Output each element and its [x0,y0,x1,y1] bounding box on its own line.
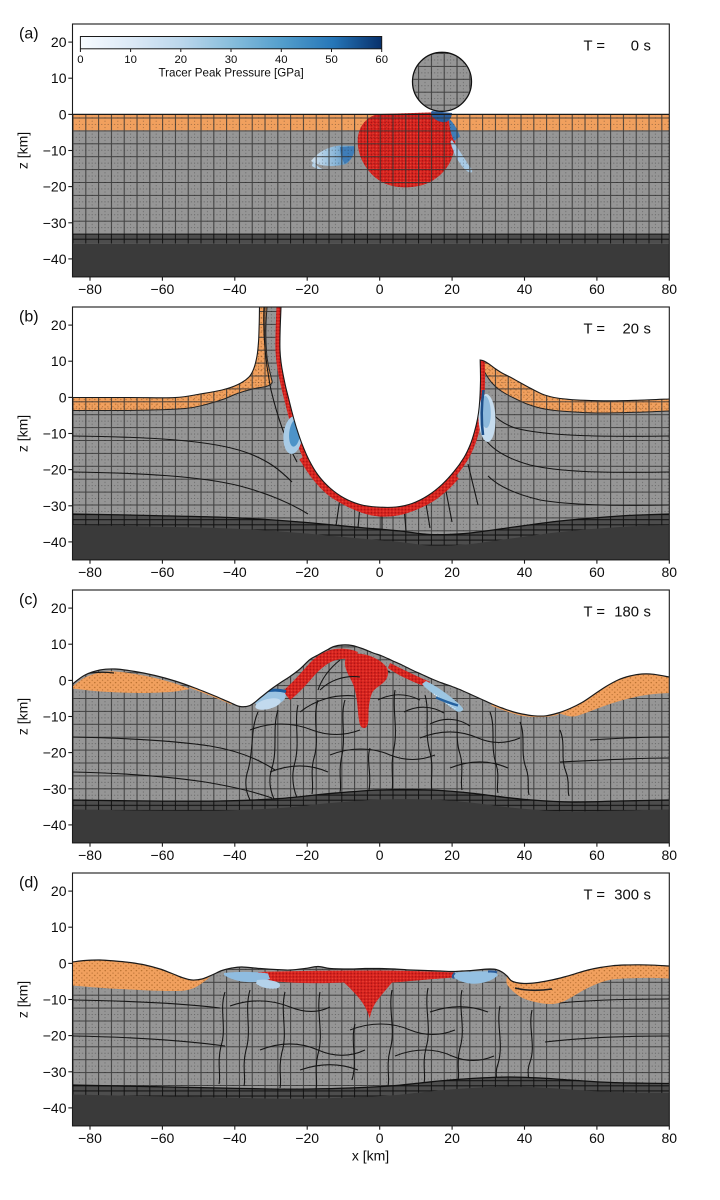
svg-text:40: 40 [517,1130,533,1146]
svg-text:−40: −40 [223,847,247,863]
svg-text:40: 40 [517,564,533,580]
svg-text:T =: T = [584,322,606,338]
svg-text:s: s [644,322,651,338]
svg-text:z [km]: z [km] [15,415,31,452]
svg-text:T =: T = [584,888,606,904]
svg-text:50: 50 [325,54,338,66]
svg-text:−40: −40 [43,1100,67,1116]
svg-text:−20: −20 [295,1130,319,1146]
svg-text:−20: −20 [295,847,319,863]
svg-text:−20: −20 [295,564,319,580]
svg-text:−80: −80 [78,1130,102,1146]
svg-text:−30: −30 [43,215,67,231]
svg-text:10: 10 [51,919,67,935]
svg-text:−40: −40 [223,281,247,297]
svg-text:−60: −60 [151,1130,175,1146]
svg-text:60: 60 [589,847,605,863]
svg-text:0: 0 [77,54,83,66]
svg-text:20: 20 [444,281,460,297]
svg-text:40: 40 [517,847,533,863]
svg-text:20: 20 [444,564,460,580]
svg-text:Tracer Peak Pressure [GPa]: Tracer Peak Pressure [GPa] [158,67,303,80]
svg-text:s: s [644,888,651,904]
svg-text:−30: −30 [43,498,67,514]
svg-text:z [km]: z [km] [15,981,31,1018]
svg-text:80: 80 [662,564,678,580]
svg-text:−80: −80 [78,281,102,297]
svg-text:0: 0 [376,847,384,863]
svg-text:20: 20 [623,322,639,338]
svg-text:30: 30 [225,54,238,66]
svg-text:−40: −40 [223,1130,247,1146]
svg-text:60: 60 [589,281,605,297]
svg-text:−40: −40 [223,564,247,580]
svg-text:60: 60 [589,1130,605,1146]
svg-text:0: 0 [376,564,384,580]
svg-text:−80: −80 [78,847,102,863]
svg-text:0: 0 [59,106,67,122]
svg-text:z [km]: z [km] [15,132,31,169]
svg-text:(d): (d) [19,875,39,892]
svg-text:40: 40 [517,281,533,297]
svg-text:0: 0 [59,672,67,688]
svg-text:20: 20 [444,847,460,863]
svg-text:(c): (c) [19,592,38,609]
svg-text:20: 20 [51,34,67,50]
svg-text:0: 0 [376,1130,384,1146]
svg-text:20: 20 [51,883,67,899]
svg-text:−40: −40 [43,534,67,550]
svg-text:T =: T = [584,39,606,55]
svg-text:−40: −40 [43,251,67,267]
svg-text:60: 60 [589,564,605,580]
svg-text:300: 300 [614,888,639,904]
svg-text:−10: −10 [43,426,67,442]
svg-text:(a): (a) [19,26,39,43]
svg-text:80: 80 [662,1130,678,1146]
svg-text:−10: −10 [43,992,67,1008]
svg-text:−60: −60 [151,847,175,863]
svg-text:−20: −20 [43,745,67,761]
svg-text:20: 20 [444,1130,460,1146]
svg-text:0: 0 [631,39,639,55]
svg-text:−20: −20 [43,179,67,195]
svg-text:s: s [644,39,651,55]
svg-text:40: 40 [275,54,288,66]
svg-text:180: 180 [614,605,639,621]
svg-text:60: 60 [375,54,388,66]
svg-text:−20: −20 [43,1028,67,1044]
svg-text:10: 10 [51,70,67,86]
svg-text:20: 20 [51,317,67,333]
svg-text:x [km]: x [km] [352,1148,389,1164]
svg-text:(b): (b) [19,309,39,326]
svg-text:80: 80 [662,281,678,297]
svg-text:10: 10 [124,54,137,66]
svg-text:−10: −10 [43,143,67,159]
svg-text:−20: −20 [43,462,67,478]
svg-text:−20: −20 [295,281,319,297]
svg-text:80: 80 [662,847,678,863]
svg-text:20: 20 [175,54,188,66]
svg-text:0: 0 [59,955,67,971]
svg-text:−10: −10 [43,709,67,725]
svg-text:−60: −60 [151,281,175,297]
svg-text:10: 10 [51,353,67,369]
svg-text:−30: −30 [43,1064,67,1080]
svg-text:T =: T = [584,605,606,621]
svg-text:−40: −40 [43,817,67,833]
svg-text:−80: −80 [78,564,102,580]
svg-text:0: 0 [376,281,384,297]
svg-text:−60: −60 [151,564,175,580]
svg-text:10: 10 [51,636,67,652]
svg-text:z [km]: z [km] [15,698,31,735]
svg-text:−30: −30 [43,781,67,797]
svg-text:s: s [644,605,651,621]
svg-text:0: 0 [59,389,67,405]
svg-text:20: 20 [51,600,67,616]
